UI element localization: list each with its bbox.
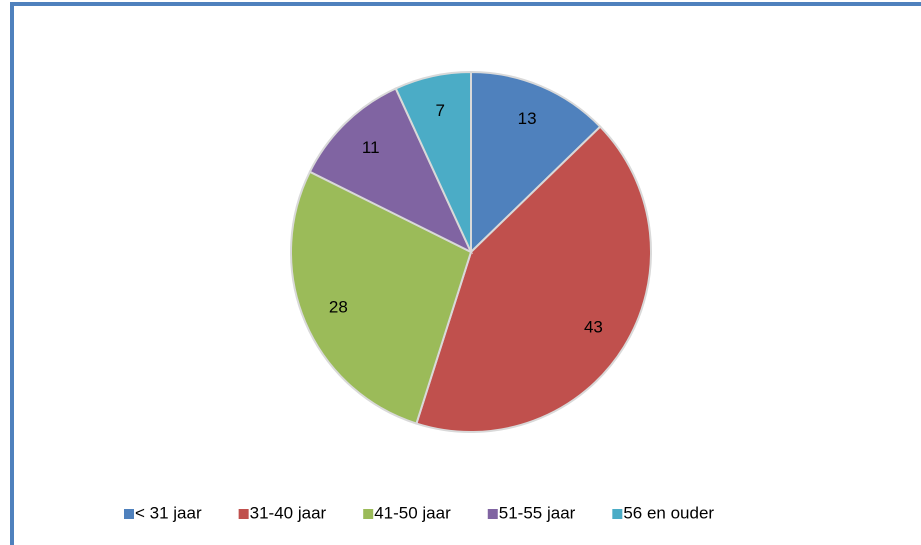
legend-label: < 31 jaar — [135, 503, 202, 522]
pie-slice — [415, 125, 652, 433]
data-label: 7 — [435, 101, 444, 120]
pie-slice — [394, 70, 472, 253]
legend-swatch — [363, 509, 374, 519]
pie-slice — [290, 170, 473, 425]
pie-slice — [308, 87, 474, 255]
data-label: 13 — [518, 109, 537, 128]
legend-label: 41-50 jaar — [374, 503, 451, 522]
data-label: 43 — [584, 317, 603, 336]
legend-label: 31-40 jaar — [250, 503, 327, 522]
legend-label: 51-55 jaar — [499, 503, 576, 522]
pie-slice — [470, 70, 602, 255]
legend-swatch — [124, 509, 134, 519]
data-label: 11 — [362, 138, 380, 157]
legend-swatch — [238, 509, 249, 519]
legend-label: 56 en ouder — [623, 503, 714, 522]
legend-swatch — [487, 509, 498, 519]
legend-swatch — [612, 509, 623, 519]
data-label: 28 — [329, 298, 348, 317]
